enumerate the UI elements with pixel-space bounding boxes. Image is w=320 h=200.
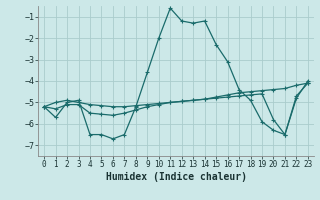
X-axis label: Humidex (Indice chaleur): Humidex (Indice chaleur) <box>106 172 246 182</box>
